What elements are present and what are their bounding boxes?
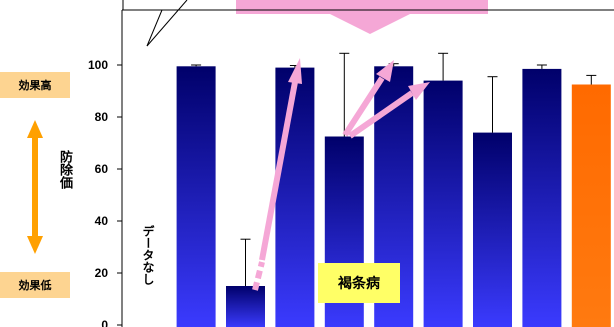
error-bars-group bbox=[191, 52, 597, 286]
y-axis: 0 20 40 60 80 100 bbox=[88, 9, 614, 327]
bar bbox=[176, 66, 216, 327]
disease-label: 褐条病 bbox=[318, 263, 400, 303]
bar bbox=[473, 132, 512, 327]
effect-high-label: 効果高 bbox=[0, 72, 70, 98]
bar bbox=[571, 84, 611, 327]
y-tick-label: 40 bbox=[95, 214, 109, 228]
y-tick-label: 80 bbox=[95, 110, 109, 124]
y-tick-label: 0 bbox=[101, 318, 108, 327]
effect-low-label: 効果低 bbox=[0, 272, 70, 298]
pink-arrows bbox=[252, 58, 430, 291]
y-tick-label: 20 bbox=[95, 266, 109, 280]
no-data-label: データなし bbox=[141, 225, 155, 285]
bar bbox=[522, 68, 562, 327]
bar bbox=[275, 67, 315, 327]
bar bbox=[226, 286, 265, 327]
effect-range-arrow bbox=[27, 120, 43, 254]
bar bbox=[423, 80, 463, 327]
callout-pointer bbox=[122, 0, 410, 47]
y-tick-label: 100 bbox=[88, 58, 108, 72]
y-axis-title: 防除価 bbox=[57, 150, 72, 189]
y-tick-label: 60 bbox=[95, 162, 109, 176]
